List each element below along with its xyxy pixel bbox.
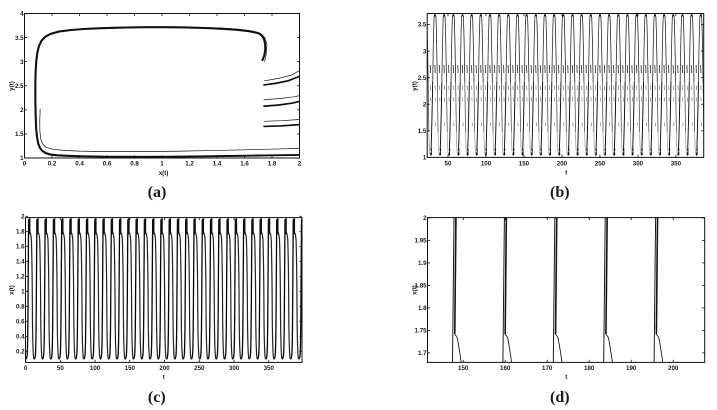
svg-text:(b): (b) — [550, 184, 570, 201]
svg-text:350: 350 — [264, 365, 275, 372]
svg-text:1.2: 1.2 — [16, 274, 25, 281]
svg-text:150: 150 — [458, 365, 469, 372]
svg-text:1.7: 1.7 — [418, 350, 427, 357]
svg-text:1.2: 1.2 — [185, 160, 194, 167]
svg-text:50: 50 — [445, 160, 452, 167]
svg-text:150: 150 — [125, 365, 136, 372]
svg-text:300: 300 — [229, 365, 240, 372]
svg-text:1.75: 1.75 — [415, 328, 428, 335]
svg-text:250: 250 — [194, 365, 205, 372]
svg-text:2: 2 — [423, 101, 427, 108]
svg-text:3.5: 3.5 — [15, 35, 24, 42]
svg-text:3.5: 3.5 — [418, 22, 427, 29]
svg-text:0.6: 0.6 — [16, 319, 25, 326]
svg-text:t: t — [163, 374, 165, 381]
svg-text:1.6: 1.6 — [240, 160, 249, 167]
svg-text:2: 2 — [20, 107, 24, 114]
svg-text:1.5: 1.5 — [15, 131, 24, 138]
svg-text:(d): (d) — [550, 389, 570, 406]
svg-text:0.2: 0.2 — [48, 160, 57, 167]
svg-text:2: 2 — [298, 160, 302, 167]
svg-text:t: t — [565, 170, 567, 177]
svg-text:250: 250 — [595, 160, 606, 167]
svg-text:180: 180 — [584, 365, 595, 372]
svg-text:2.5: 2.5 — [15, 83, 24, 90]
svg-text:0.6: 0.6 — [103, 160, 112, 167]
svg-text:1: 1 — [160, 160, 164, 167]
svg-text:1.4: 1.4 — [213, 160, 222, 167]
svg-text:350: 350 — [671, 160, 682, 167]
svg-text:170: 170 — [542, 365, 553, 372]
svg-text:0.2: 0.2 — [16, 349, 25, 356]
svg-text:0: 0 — [24, 365, 28, 372]
svg-text:t: t — [565, 374, 567, 381]
svg-text:160: 160 — [500, 365, 511, 372]
svg-text:x(t): x(t) — [159, 170, 169, 177]
svg-text:3: 3 — [20, 59, 24, 66]
svg-text:1.6: 1.6 — [16, 244, 25, 251]
svg-text:0.4: 0.4 — [75, 160, 84, 167]
svg-text:0.4: 0.4 — [16, 334, 25, 341]
svg-text:(c): (c) — [148, 389, 166, 406]
svg-text:1.85: 1.85 — [415, 283, 428, 290]
svg-text:300: 300 — [633, 160, 644, 167]
svg-text:2: 2 — [423, 215, 427, 222]
svg-text:1: 1 — [21, 289, 25, 296]
svg-text:1.8: 1.8 — [268, 160, 277, 167]
svg-text:0.8: 0.8 — [130, 160, 139, 167]
svg-text:1.95: 1.95 — [415, 238, 428, 245]
svg-text:1.5: 1.5 — [418, 128, 427, 135]
svg-text:x(t): x(t) — [412, 285, 419, 295]
svg-text:0: 0 — [23, 160, 27, 167]
svg-text:1: 1 — [20, 155, 24, 162]
svg-text:0.8: 0.8 — [16, 304, 25, 311]
svg-text:y(t): y(t) — [9, 81, 16, 91]
svg-text:1.4: 1.4 — [16, 259, 25, 266]
svg-text:(a): (a) — [148, 184, 167, 201]
svg-text:200: 200 — [557, 160, 568, 167]
svg-text:100: 100 — [90, 365, 101, 372]
svg-text:y(t): y(t) — [412, 81, 419, 91]
svg-text:1: 1 — [423, 155, 427, 162]
svg-text:x(t): x(t) — [9, 285, 16, 295]
svg-text:4: 4 — [20, 11, 24, 18]
svg-text:1.9: 1.9 — [418, 260, 427, 267]
svg-text:2.5: 2.5 — [418, 75, 427, 82]
svg-text:1.8: 1.8 — [418, 305, 427, 312]
svg-text:100: 100 — [481, 160, 492, 167]
svg-text:50: 50 — [57, 365, 64, 372]
svg-text:3: 3 — [423, 48, 427, 55]
svg-text:150: 150 — [519, 160, 530, 167]
svg-text:1.8: 1.8 — [16, 229, 25, 236]
svg-text:200: 200 — [159, 365, 170, 372]
svg-text:190: 190 — [626, 365, 637, 372]
svg-text:2: 2 — [21, 214, 25, 221]
svg-text:200: 200 — [668, 365, 679, 372]
